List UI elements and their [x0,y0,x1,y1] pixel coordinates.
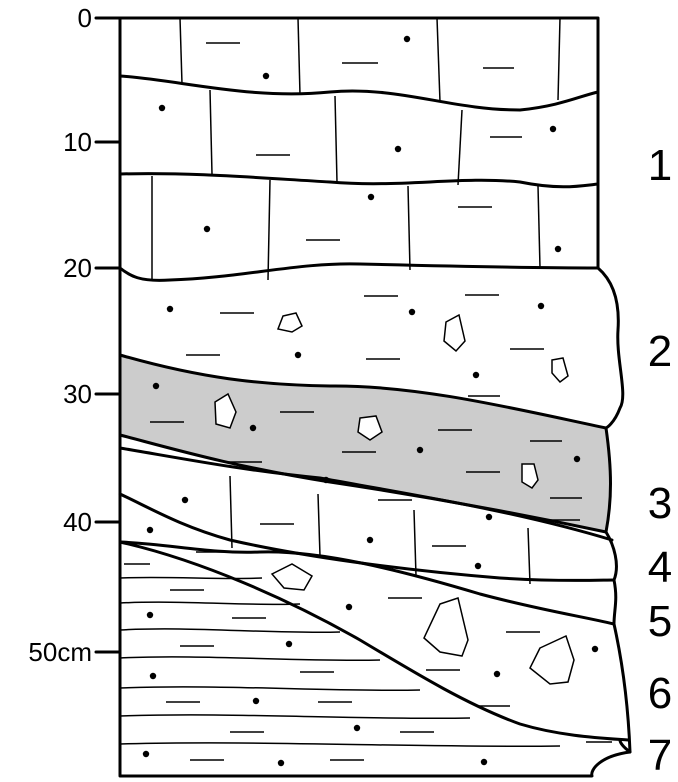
column-outline [118,16,632,778]
layer-5-pattern [196,551,612,743]
layer-number-6: 6 [648,669,672,718]
depth-label-0: 0 [78,3,92,33]
layer-number-7: 7 [648,731,672,780]
layer-number-1: 1 [648,141,672,190]
depth-label-30: 30 [63,379,92,409]
depth-label-40: 40 [63,507,92,537]
layer-4-pattern [146,461,580,585]
layer-1-pattern [151,17,562,281]
layer-number-4: 4 [648,543,672,592]
layer-number-5: 5 [648,597,672,646]
layer-boundaries [118,74,632,754]
layer-6-pattern [119,563,561,767]
layer-number-2: 2 [648,327,672,376]
layer-2-pattern [166,294,569,397]
layer-number-3: 3 [648,479,672,528]
layer-3-pattern [150,382,582,499]
layer-numbers: 1 2 3 4 5 6 7 [648,141,672,780]
depth-label-50cm: 50cm [28,637,92,667]
depth-label-20: 20 [63,253,92,283]
depth-axis: 0 10 20 30 40 50cm [28,3,122,667]
depth-label-10: 10 [63,127,92,157]
shaded-layer-fill [120,355,611,532]
